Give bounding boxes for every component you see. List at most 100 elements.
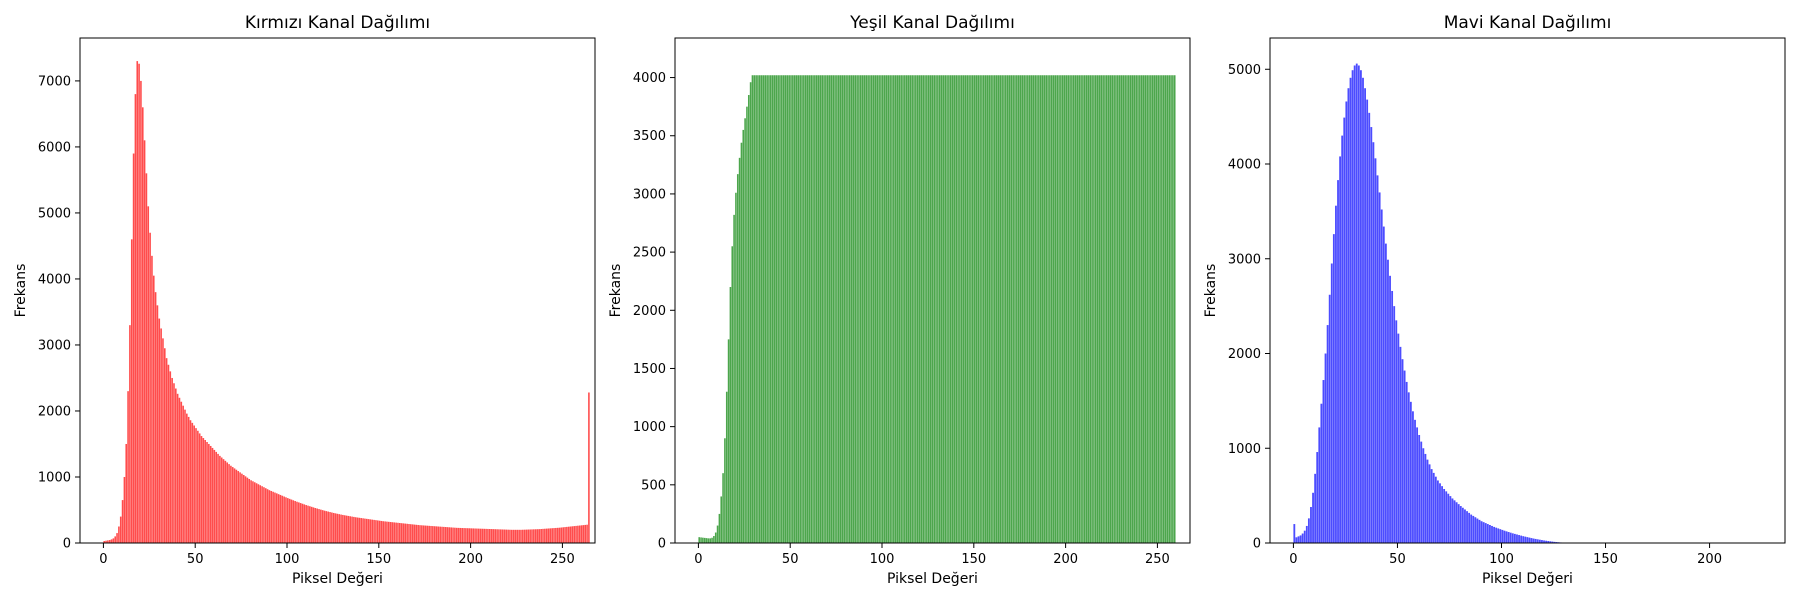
histogram-bar [812, 75, 814, 544]
histogram-bar [779, 75, 781, 544]
histogram-bar [1530, 538, 1533, 543]
histogram-bar [244, 476, 247, 543]
histogram-bars [1293, 63, 1572, 544]
histogram-bar [883, 75, 886, 544]
histogram-bar [1056, 75, 1059, 544]
histogram-bar [522, 529, 524, 543]
chart-panel-2: 0 50 100 150 200 2500500100015002000250030003… [608, 13, 1191, 587]
histogram-bar [1543, 540, 1545, 543]
histogram-bar [310, 506, 313, 543]
histogram-bar [529, 529, 531, 543]
histogram-bar [729, 287, 732, 543]
histogram-bar [1436, 480, 1439, 543]
histogram-bar [296, 501, 298, 543]
histogram-bar [1316, 452, 1319, 543]
histogram-bar [1060, 75, 1062, 544]
histogram-bar [926, 75, 928, 544]
histogram-bar [1439, 483, 1441, 543]
histogram-bar [893, 75, 895, 544]
histogram-bar [878, 75, 880, 544]
x-tick-label: 50 [782, 552, 799, 567]
y-tick-label: 1000 [38, 470, 71, 485]
histogram-bar [955, 75, 958, 544]
histogram-bar [274, 492, 276, 543]
histogram-bar [501, 529, 504, 543]
histogram-bar [904, 75, 906, 544]
histogram-bar [162, 338, 164, 543]
histogram-bar [1071, 75, 1073, 544]
histogram-bar [257, 484, 260, 543]
histogram-bar [931, 75, 934, 544]
y-axis-label: Frekans [1203, 264, 1219, 318]
histogram-bar [973, 75, 976, 544]
histogram-bar [1389, 275, 1391, 543]
histogram-bar [130, 239, 133, 543]
histogram-bar [1168, 75, 1171, 544]
x-tick-label: 50 [1389, 552, 1406, 567]
histogram-bar [714, 532, 717, 543]
histogram-bar [202, 438, 205, 543]
histogram-bar [571, 526, 574, 543]
histogram-bar [1293, 524, 1296, 543]
histogram-bar [1489, 525, 1491, 543]
histogram-bar [705, 538, 708, 543]
histogram-bar [1043, 75, 1046, 544]
histogram-bar [913, 75, 915, 544]
histogram-bar [1098, 75, 1101, 544]
histogram-bar [520, 529, 522, 543]
histogram-bar [364, 518, 366, 543]
histogram-bar [1301, 533, 1304, 543]
histogram-bar [121, 500, 124, 543]
histogram-bar [889, 75, 891, 544]
histogram-bar [1310, 507, 1312, 543]
histogram-bar [1549, 541, 1552, 543]
histogram-bar [1509, 532, 1512, 543]
histogram-bar [1472, 515, 1475, 543]
histogram-bar [1012, 75, 1014, 544]
histogram-bar [116, 533, 118, 543]
histogram-bar [1069, 75, 1071, 544]
histogram-bar [817, 75, 820, 544]
histogram-bar [823, 75, 825, 544]
histogram-bar [795, 75, 798, 544]
histogram-bar [1034, 75, 1036, 544]
histogram-bar [850, 75, 853, 544]
histogram-bar [1091, 75, 1093, 544]
histogram-bar [1326, 325, 1329, 543]
histogram-bar [1129, 75, 1132, 544]
histogram-bar [920, 75, 923, 544]
histogram-bar [830, 75, 833, 544]
histogram-bar [365, 518, 368, 543]
histogram-bar [426, 525, 429, 543]
histogram-bar [540, 529, 542, 543]
histogram-bar [946, 75, 948, 544]
histogram-bar [1173, 75, 1176, 544]
x-axis-label: Piksel Değeri [1482, 571, 1573, 587]
histogram-bar [1339, 156, 1342, 543]
histogram-bar [1120, 75, 1123, 544]
histogram-bar [277, 494, 280, 543]
histogram-bar [118, 526, 120, 543]
histogram-bar [1001, 75, 1003, 544]
histogram-bar [514, 529, 517, 543]
histogram-bar [312, 507, 315, 543]
histogram-bar [182, 405, 184, 543]
histogram-bar [1337, 180, 1339, 543]
histogram-bar [320, 509, 322, 543]
histogram-bar [821, 75, 824, 544]
histogram-bar [123, 476, 126, 543]
histogram-bar [237, 471, 240, 543]
histogram-bar [836, 75, 838, 544]
histogram-bar [567, 526, 570, 543]
histogram-bar [720, 496, 723, 543]
histogram-bar [1468, 512, 1471, 543]
histogram-bar [167, 364, 170, 543]
histogram-bar [1142, 75, 1145, 544]
histogram-bar [443, 526, 445, 543]
x-tick-label: 0 [1289, 552, 1297, 567]
histogram-bar [298, 502, 300, 543]
y-tick-label: 2500 [633, 246, 666, 261]
histogram-bar [847, 75, 849, 544]
histogram-bar [200, 436, 203, 543]
histogram-bar [454, 527, 456, 543]
